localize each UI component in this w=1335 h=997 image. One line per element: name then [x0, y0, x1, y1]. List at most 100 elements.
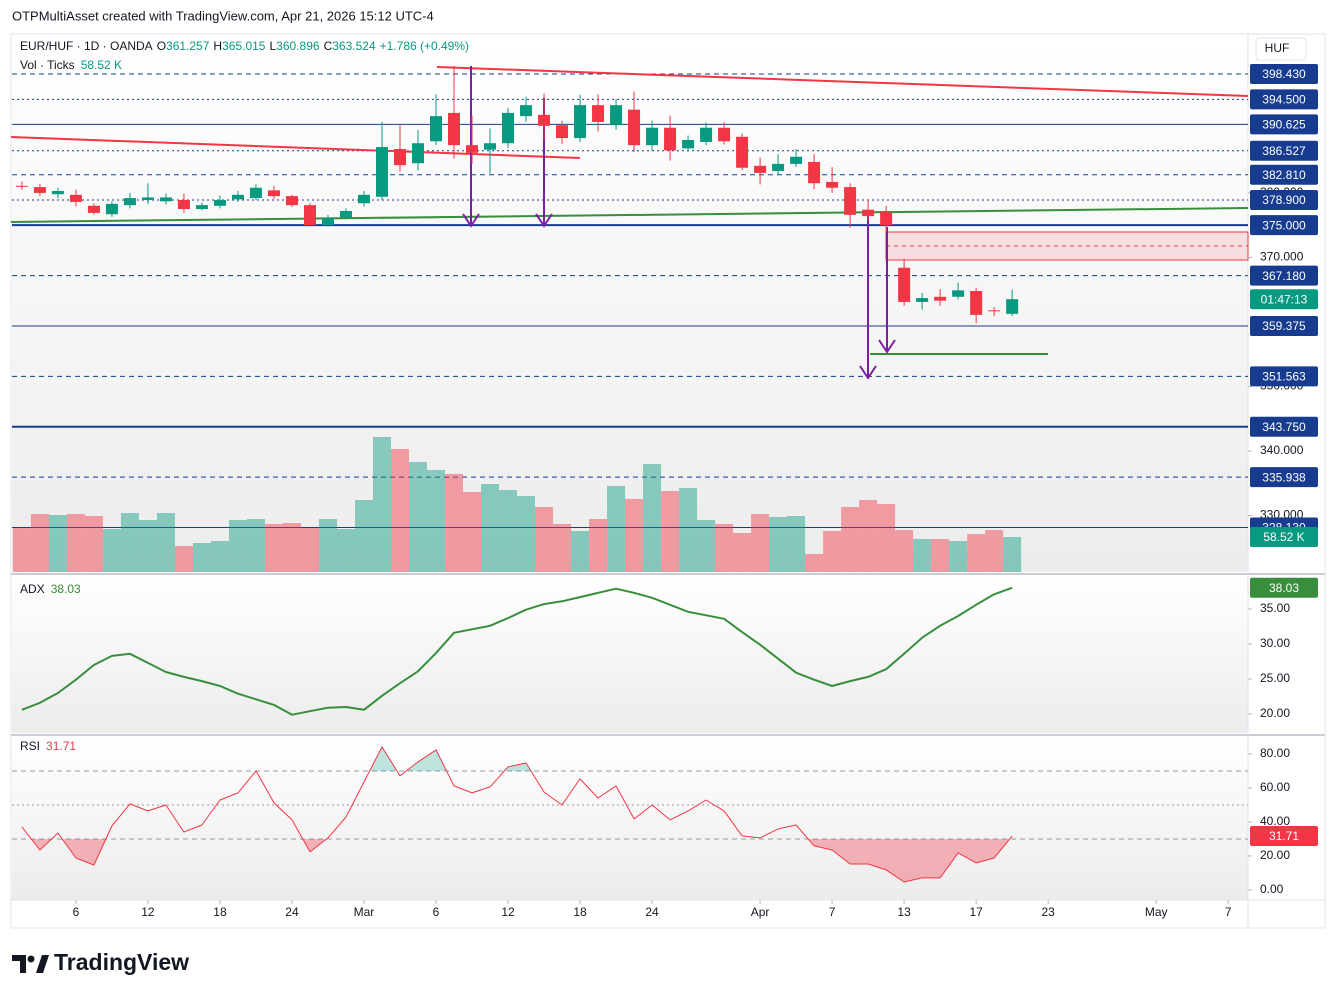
candle-body — [466, 145, 479, 153]
x-tick-label: 6 — [73, 905, 80, 919]
volume-bar — [228, 520, 247, 572]
candle-body — [610, 105, 623, 126]
candle-body — [213, 200, 226, 206]
candle-body — [231, 194, 244, 200]
volume-bar — [553, 523, 572, 572]
axes: 380.000370.000350.000340.000330.00035.00… — [73, 185, 1304, 919]
volume-bar — [481, 484, 500, 572]
volume-bar — [967, 534, 986, 572]
volume-bar — [589, 519, 608, 572]
trendline — [10, 136, 581, 159]
volume-bar — [66, 513, 85, 572]
candle-body — [393, 149, 406, 166]
brand-logo — [12, 955, 49, 973]
rsi-pane — [12, 737, 1248, 900]
countdown-box — [1250, 289, 1318, 310]
candle-body — [267, 190, 280, 197]
x-tick-label: Mar — [354, 905, 375, 919]
x-tick-label: May — [1145, 905, 1168, 919]
candle-body — [808, 161, 821, 184]
level-label-box — [1250, 64, 1318, 84]
candle-body — [375, 147, 388, 197]
volume-bar — [120, 513, 139, 572]
y-tick-label: 340.000 — [1260, 443, 1304, 457]
candle-body — [448, 112, 461, 146]
indicator-line — [21, 746, 1013, 883]
candle-body — [754, 165, 767, 173]
level-label: 386.527 — [1262, 144, 1306, 158]
volume-bar — [625, 498, 644, 572]
candle-body — [862, 209, 875, 217]
y-tick-label: 25.00 — [1260, 671, 1290, 685]
level-label-box — [1250, 366, 1318, 387]
candle-body — [141, 197, 154, 200]
candle-body — [33, 187, 46, 193]
x-tick-label: Apr — [751, 905, 770, 919]
volume-bar — [318, 519, 337, 572]
volume-bar — [499, 489, 518, 572]
level-label: 359.375 — [1262, 319, 1306, 333]
level-label: 382.810 — [1262, 168, 1306, 182]
candle-body — [105, 203, 118, 215]
rsi-name: RSI — [20, 739, 40, 753]
indicator-badge-box — [1250, 826, 1318, 847]
candle-body — [952, 290, 965, 297]
adx-value: 38.03 — [51, 582, 81, 596]
adx-pane — [12, 576, 1248, 733]
volume-bar — [697, 520, 716, 572]
volume-bar — [769, 516, 788, 572]
volume-bar — [715, 523, 734, 572]
level-label: 367.180 — [1262, 269, 1306, 283]
volume-bar — [877, 503, 896, 572]
volume-bar — [408, 462, 427, 572]
volume-bar — [661, 491, 680, 572]
level-label-box — [1250, 315, 1318, 336]
volume-bar — [931, 538, 950, 572]
volume-bar — [535, 506, 554, 572]
candle-body — [484, 143, 497, 150]
currency-box[interactable] — [1255, 37, 1307, 61]
candle-body — [790, 156, 803, 164]
volume-bar — [1003, 536, 1022, 572]
volume-bar — [246, 519, 265, 572]
volume-bar — [859, 499, 878, 572]
low-value: 360.896 — [276, 39, 320, 53]
volume-bar — [427, 470, 446, 572]
countdown: 01:47:13 — [1261, 292, 1308, 306]
level-label-box — [1250, 467, 1318, 488]
volume — [12, 437, 1022, 572]
candle-body — [430, 116, 443, 142]
close-value: 363.524 — [332, 39, 376, 53]
rsi-value: 31.71 — [46, 739, 76, 753]
adx-legend: ADX 38.03 — [20, 582, 81, 596]
oversold-fill — [21, 838, 1013, 882]
x-tick-label: 23 — [1041, 905, 1055, 919]
volume-bar — [390, 448, 409, 572]
volume-bar — [264, 523, 283, 572]
candle-body — [177, 200, 190, 210]
level-label-box — [1250, 215, 1318, 236]
candle-body — [934, 296, 947, 301]
volume-value: 58.52 K — [81, 58, 122, 72]
volume-bar — [985, 530, 1004, 572]
level-label-box — [1250, 265, 1318, 286]
candle-body — [123, 198, 136, 206]
arrow — [859, 212, 877, 380]
currency[interactable]: HUF — [1265, 41, 1290, 55]
x-tick-label: 24 — [285, 905, 299, 919]
candle-body — [682, 140, 695, 149]
volume-bar — [733, 533, 752, 572]
level-label: 378.900 — [1262, 193, 1306, 207]
candle-body — [249, 187, 262, 199]
y-tick-label: 20.00 — [1260, 706, 1290, 720]
y-tick-label: 35.00 — [1260, 601, 1290, 615]
x-tick-label: 12 — [501, 905, 515, 919]
drawings — [10, 66, 1249, 380]
volume-bar — [445, 473, 464, 572]
candle-body — [628, 109, 641, 146]
volume-name: Vol · Ticks — [20, 58, 75, 72]
volume-bar — [336, 528, 355, 572]
candle-body — [339, 210, 352, 218]
x-tick-label: 18 — [573, 905, 587, 919]
